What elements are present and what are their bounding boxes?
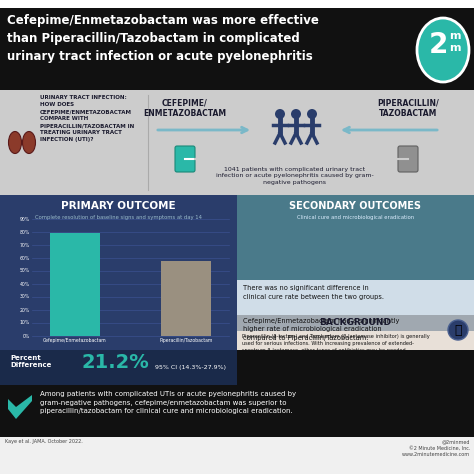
Text: SECONDARY OUTCOMES: SECONDARY OUTCOMES — [290, 201, 421, 211]
Text: Cefepime/Enmetazobactam was more effective: Cefepime/Enmetazobactam was more effecti… — [7, 14, 319, 27]
Text: PRIMARY OUTCOME: PRIMARY OUTCOME — [61, 201, 176, 211]
FancyBboxPatch shape — [0, 195, 237, 350]
Text: CEFEPIME/
ENMETAZOBACTAM: CEFEPIME/ ENMETAZOBACTAM — [144, 98, 227, 118]
FancyBboxPatch shape — [237, 195, 474, 280]
Text: m: m — [449, 43, 461, 53]
Text: 95% CI (14.3%-27.9%): 95% CI (14.3%-27.9%) — [155, 365, 226, 370]
Ellipse shape — [417, 18, 469, 82]
FancyBboxPatch shape — [0, 0, 474, 8]
FancyBboxPatch shape — [50, 233, 100, 336]
Circle shape — [291, 109, 301, 119]
Text: Clinical cure and microbiological eradication: Clinical cure and microbiological eradic… — [297, 215, 414, 220]
FancyBboxPatch shape — [0, 90, 474, 195]
Text: 2: 2 — [428, 31, 447, 59]
FancyBboxPatch shape — [237, 331, 474, 350]
FancyBboxPatch shape — [237, 315, 474, 331]
Text: Cefepime/Enmetazobactam had a significantly
higher rate of microbiological eradi: Cefepime/Enmetazobactam had a significan… — [243, 318, 400, 341]
FancyBboxPatch shape — [0, 350, 237, 385]
Text: 60%: 60% — [19, 255, 30, 261]
FancyBboxPatch shape — [175, 146, 195, 172]
Text: Percent
Difference: Percent Difference — [10, 355, 51, 368]
Text: BACKGROUND: BACKGROUND — [319, 318, 392, 327]
FancyBboxPatch shape — [161, 261, 211, 336]
Text: Piperacillin (β-lactam) and Tazobactam (β-lactamase inhibitor) is generally
used: Piperacillin (β-lactam) and Tazobactam (… — [242, 334, 430, 374]
Polygon shape — [8, 395, 32, 419]
Text: Piperacillin/Tazobactam: Piperacillin/Tazobactam — [159, 338, 213, 343]
Text: 30%: 30% — [20, 294, 30, 300]
Text: URINARY TRACT INFECTION:
HOW DOES
CEFEPIME/ENMETAZOBACTAM
COMPARE WITH
PIPERACIL: URINARY TRACT INFECTION: HOW DOES CEFEPI… — [40, 95, 134, 142]
Text: 1041 patients with complicated urinary tract
infection or acute pyelonephritis c: 1041 patients with complicated urinary t… — [216, 167, 374, 185]
FancyBboxPatch shape — [237, 280, 474, 350]
FancyBboxPatch shape — [0, 385, 474, 437]
Circle shape — [307, 109, 317, 119]
Text: 21.2%: 21.2% — [82, 353, 150, 372]
Text: 💡: 💡 — [454, 323, 462, 337]
Text: Among patients with complicated UTIs or acute pyelonephritis caused by
gram-nega: Among patients with complicated UTIs or … — [40, 391, 296, 414]
FancyBboxPatch shape — [0, 437, 474, 474]
Text: PIPERACILLIN/
TAZOBACTAM: PIPERACILLIN/ TAZOBACTAM — [377, 98, 439, 118]
Text: 0%: 0% — [23, 334, 30, 338]
Ellipse shape — [22, 131, 36, 154]
Text: than Piperacillin/Tazobactam in complicated: than Piperacillin/Tazobactam in complica… — [7, 32, 300, 45]
Text: urinary tract infection or acute pyelonephritis: urinary tract infection or acute pyelone… — [7, 50, 313, 63]
Text: 10%: 10% — [19, 320, 30, 326]
Circle shape — [275, 109, 285, 119]
Text: Cefepime/Enmetazobactam: Cefepime/Enmetazobactam — [43, 338, 107, 343]
FancyBboxPatch shape — [398, 146, 418, 172]
Text: There was no significant difference in 
clinical cure rate between the two group: There was no significant difference in c… — [243, 285, 384, 300]
Ellipse shape — [9, 131, 21, 154]
Text: 40%: 40% — [20, 282, 30, 286]
Text: m: m — [449, 31, 461, 41]
Text: Kaye et al. JAMA. October 2022.: Kaye et al. JAMA. October 2022. — [5, 439, 83, 444]
Text: @2minmed
©2 Minute Medicine, Inc.
www.2minutemedicine.com: @2minmed ©2 Minute Medicine, Inc. www.2m… — [402, 439, 470, 457]
FancyBboxPatch shape — [0, 0, 474, 90]
Text: 90%: 90% — [20, 217, 30, 221]
Text: 50%: 50% — [20, 268, 30, 273]
Text: 70%: 70% — [19, 243, 30, 247]
Text: 20%: 20% — [19, 308, 30, 312]
Text: 80%: 80% — [19, 229, 30, 235]
Circle shape — [448, 320, 468, 340]
Text: Complete resolution of baseline signs and symptoms at day 14: Complete resolution of baseline signs an… — [35, 215, 202, 220]
